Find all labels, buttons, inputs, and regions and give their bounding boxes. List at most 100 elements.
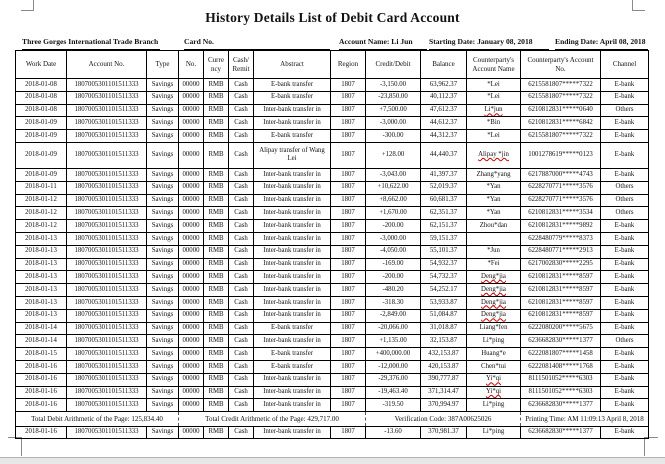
cell-cp_name: Zhou*dan	[466, 219, 521, 233]
cell-cp_account: 8111501052*****6303	[520, 385, 601, 400]
cell-cp_name: *Jun	[466, 244, 521, 259]
cell-channel: E-bank	[600, 231, 649, 246]
cell-credit_debit: +10,622.00	[365, 180, 421, 195]
cell-abstract: Inter-bank transfer in	[253, 425, 331, 440]
cell-cp_account: 6236682830*****1377	[520, 425, 601, 440]
cell-balance: 60,681.37	[420, 193, 467, 208]
cell-cp_name: Yi*qi	[466, 385, 521, 400]
cell-currency: RMB	[203, 398, 229, 413]
cell-no: 00000	[178, 308, 204, 323]
header-cell-date: Work Date	[15, 50, 67, 79]
table-row: 2018-01-12 1807005301101511333 Savings 0000…	[15, 206, 649, 221]
cell-channel: E-bank	[600, 129, 649, 143]
cell-cash_remit: Cash	[228, 231, 254, 246]
header-cell-region: Region	[330, 50, 366, 79]
cell-channel: Others	[600, 334, 649, 349]
cell-credit_debit: +1,135.00	[365, 334, 421, 349]
cell-currency: RMB	[203, 116, 229, 131]
spellcheck-flagged-name: Deng*jia	[481, 285, 506, 293]
cell-cash_remit: Cash	[228, 78, 254, 92]
cell-currency: RMB	[203, 129, 229, 143]
cell-region: 1807	[330, 347, 366, 361]
cell-no: 00000	[178, 347, 204, 361]
cell-abstract: Inter-bank transfer in	[253, 103, 331, 118]
cell-currency: RMB	[203, 231, 229, 246]
cell-credit_debit: +400,000.00	[365, 347, 421, 361]
cell-cash_remit: Cash	[228, 308, 254, 323]
header-cell-cp_name: Counterparty's Account Name	[466, 50, 521, 79]
table-row: 2018-01-13 1807005301101511333 Savings 0000…	[15, 270, 649, 285]
header-cell-cp_account: Counterparty's Account No.	[520, 50, 601, 79]
cell-cp_account: 6228480779*****8373	[520, 231, 601, 246]
cell-cp_name: Li*ping	[466, 334, 521, 349]
cell-account_no: 1807005301101511333	[66, 270, 147, 285]
cell-channel: Others	[600, 180, 649, 195]
cell-date: 2018-01-11	[15, 180, 67, 195]
cell-cp_account: 6210812831*****8597	[520, 295, 601, 310]
cell-abstract: Inter-bank transfer in	[253, 270, 331, 285]
cell-cp_name: *Yan	[466, 193, 521, 208]
cell-account_no: 1807005301101511333	[66, 385, 147, 400]
cell-currency: RMB	[203, 206, 229, 221]
cell-type: Savings	[146, 347, 179, 361]
cell-currency: RMB	[203, 308, 229, 323]
cell-region: 1807	[330, 103, 366, 118]
cell-currency: RMB	[203, 347, 229, 361]
cell-abstract: Inter-bank transfer in	[253, 398, 331, 413]
cell-date: 2018-01-08	[15, 78, 67, 92]
cell-no: 00000	[178, 180, 204, 195]
cell-currency: RMB	[203, 78, 229, 92]
cell-account_no: 1807005301101511333	[66, 193, 147, 208]
cell-type: Savings	[146, 385, 179, 400]
cell-date: 2018-01-09	[15, 129, 67, 143]
cell-region: 1807	[330, 90, 366, 105]
cell-credit_debit: -4,050.00	[365, 244, 421, 259]
cell-account_no: 1807005301101511333	[66, 219, 147, 233]
cell-date: 2018-01-13	[15, 283, 67, 297]
page-bottom-edge	[0, 457, 665, 464]
cell-region: 1807	[330, 141, 366, 169]
cell-cash_remit: Cash	[228, 385, 254, 400]
cell-no: 00000	[178, 425, 204, 440]
cell-account_no: 1807005301101511333	[66, 167, 147, 182]
cell-credit_debit: -3,043.00	[365, 167, 421, 182]
cell-region: 1807	[330, 231, 366, 246]
cell-abstract: Inter-bank transfer in	[253, 372, 331, 387]
cell-abstract: Inter-bank transfer in	[253, 167, 331, 182]
cell-channel: E-bank	[600, 295, 649, 310]
cell-credit_debit: -2,849.00	[365, 308, 421, 323]
cell-cp_account: 6217002830*****2295	[520, 257, 601, 272]
cell-type: Savings	[146, 295, 179, 310]
table-row: 2018-01-13 1807005301101511333 Savings 0000…	[15, 308, 649, 323]
table-row: 2018-01-11 1807005301101511333 Savings 0000…	[15, 180, 649, 195]
cell-credit_debit: -200.00	[365, 219, 421, 233]
cell-channel: E-bank	[600, 359, 649, 374]
crop-mark-top-right	[632, 0, 645, 11]
spellcheck-flagged-name: Deng*jia	[481, 273, 506, 281]
cell-channel: E-bank	[600, 257, 649, 272]
cell-cp_name: Li*jun	[466, 103, 521, 118]
cell-account_no: 1807005301101511333	[66, 129, 147, 143]
cell-channel: Others	[600, 103, 649, 118]
cell-balance: 432,153.87	[420, 347, 467, 361]
cell-abstract: Inter-bank transfer in	[253, 334, 331, 349]
cell-currency: RMB	[203, 244, 229, 259]
spellcheck-flagged-name: Deng*jia	[481, 311, 506, 319]
header-cell-no: No.	[178, 50, 204, 79]
cell-channel: E-bank	[600, 372, 649, 387]
cell-date: 2018-01-08	[15, 103, 67, 118]
cell-account_no: 1807005301101511333	[66, 372, 147, 387]
cell-balance: 54,932.37	[420, 257, 467, 272]
cell-credit_debit: -13.60	[365, 425, 421, 440]
cell-abstract: E-bank transfer	[253, 129, 331, 143]
table-row: 2018-01-09 1807005301101511333 Savings 0000…	[15, 141, 649, 169]
cell-balance: 63,962.37	[420, 78, 467, 92]
cell-account_no: 1807005301101511333	[66, 359, 147, 374]
cell-balance: 41,397.37	[420, 167, 467, 182]
cell-abstract: E-bank transfer	[253, 78, 331, 92]
cell-no: 00000	[178, 398, 204, 413]
cell-cash_remit: Cash	[228, 321, 254, 336]
cell-type: Savings	[146, 103, 179, 118]
cell-account_no: 1807005301101511333	[66, 425, 147, 440]
